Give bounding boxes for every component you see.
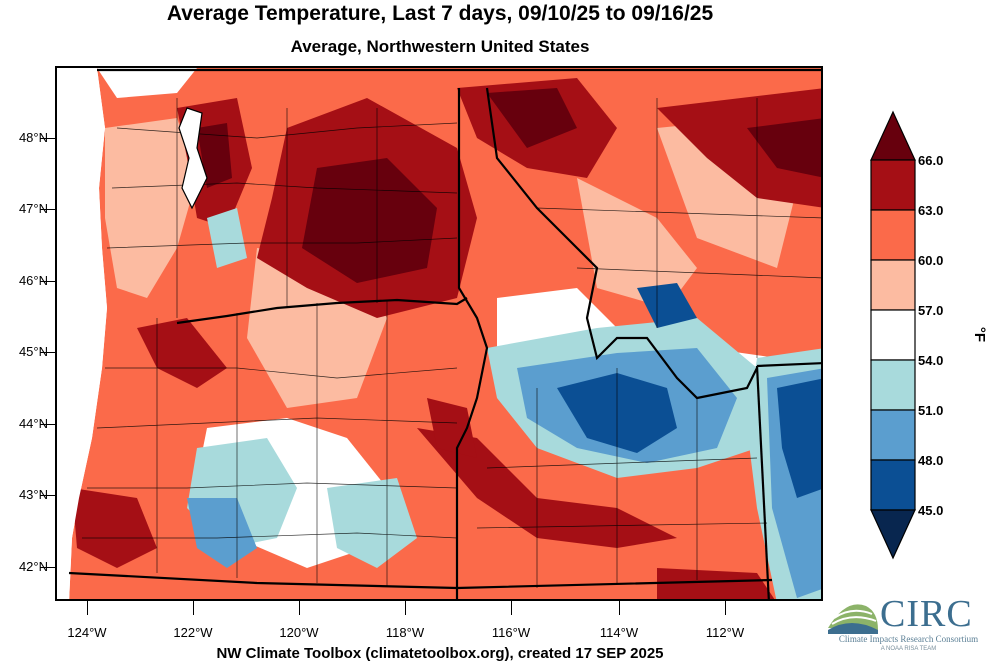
- lat-label: 42°N: [18, 559, 48, 574]
- legend-swatch: [870, 359, 916, 411]
- lat-tick: [40, 209, 55, 210]
- lon-tick: [725, 601, 726, 615]
- temperature-map: [55, 66, 823, 601]
- lat-tick: [40, 138, 55, 139]
- lat-label: 43°N: [18, 487, 48, 502]
- lon-tick: [87, 601, 88, 615]
- legend-swatch: [870, 259, 916, 311]
- legend-swatch: [870, 159, 916, 211]
- legend-label: 60.0: [918, 253, 944, 268]
- lon-tick: [511, 601, 512, 615]
- lat-tick: [40, 567, 55, 568]
- map-footer: NW Climate Toolbox (climatetoolbox.org),…: [216, 645, 664, 662]
- legend-label: 51.0: [918, 403, 944, 418]
- lon-tick: [619, 601, 620, 615]
- map-raster: [57, 68, 821, 599]
- lat-label: 44°N: [18, 416, 48, 431]
- legend-label: 48.0: [918, 453, 944, 468]
- lon-label: 120°W: [279, 625, 319, 640]
- lon-label: 114°W: [599, 625, 639, 640]
- lat-label: 45°N: [18, 344, 48, 359]
- lon-tick: [405, 601, 406, 615]
- legend-swatch: [870, 459, 916, 511]
- lon-label: 112°W: [705, 625, 745, 640]
- legend-swatch-top: [870, 110, 916, 161]
- lon-label: 124°W: [67, 625, 107, 640]
- legend-label: 63.0: [918, 203, 944, 218]
- map-subtitle: Average, Northwestern United States: [290, 37, 590, 56]
- region-snake-plain: [417, 428, 677, 548]
- logo-wordmark: CIRC: [880, 593, 973, 635]
- lon-label: 122°W: [173, 625, 213, 640]
- circ-logo: [828, 604, 878, 634]
- legend-swatch-bottom: [870, 509, 916, 560]
- legend-label: 54.0: [918, 353, 944, 368]
- logo-full-name: Climate Impacts Research Consortium: [838, 634, 979, 644]
- lon-tick: [299, 601, 300, 615]
- legend-colorbar: [870, 110, 916, 560]
- legend-swatch: [870, 309, 916, 361]
- legend-label: 57.0: [918, 303, 944, 318]
- lat-label: 47°N: [18, 201, 48, 216]
- legend-unit: °F: [971, 326, 989, 343]
- lat-label: 46°N: [18, 273, 48, 288]
- lat-tick: [40, 495, 55, 496]
- logo-tagline: A NOAA RISA TEAM: [880, 646, 937, 652]
- map-title: Average Temperature, Last 7 days, 09/10/…: [166, 2, 714, 25]
- lon-label: 116°W: [491, 625, 531, 640]
- puget-sound: [178, 107, 208, 210]
- lat-tick: [40, 352, 55, 353]
- lon-tick: [193, 601, 194, 615]
- legend-swatch: [870, 409, 916, 461]
- lat-tick: [40, 281, 55, 282]
- lat-tick: [40, 424, 55, 425]
- county-borders: [82, 98, 821, 588]
- legend-label: 66.0: [918, 153, 944, 168]
- pacific-ocean: [57, 68, 107, 599]
- legend-swatch: [870, 209, 916, 261]
- lat-label: 48°N: [18, 130, 48, 145]
- legend-label: 45.0: [918, 503, 944, 518]
- lon-label: 118°W: [385, 625, 425, 640]
